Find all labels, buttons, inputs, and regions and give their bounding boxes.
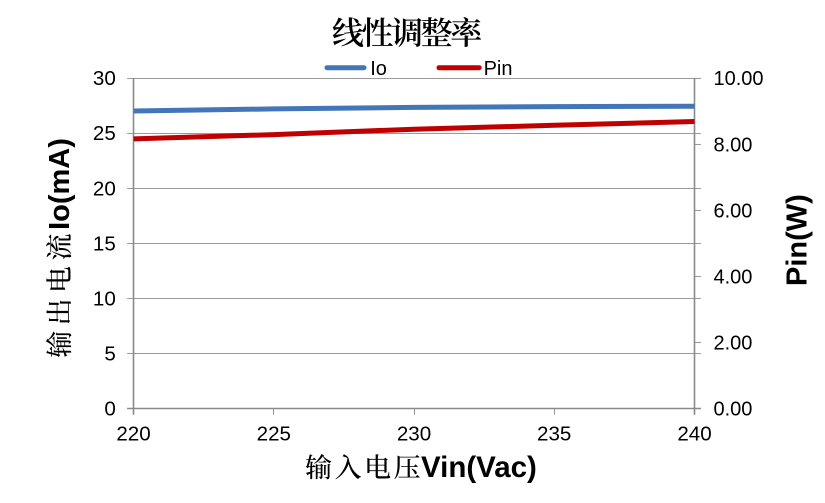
svg-text:Pin(W): Pin(W) <box>782 194 814 286</box>
svg-text:0.00: 0.00 <box>714 399 753 421</box>
svg-text:Vin(Vac): Vin(Vac) <box>421 451 537 484</box>
svg-text:30: 30 <box>93 67 116 90</box>
svg-text:220: 220 <box>116 422 150 445</box>
svg-text:2.00: 2.00 <box>714 332 753 354</box>
svg-text:230: 230 <box>397 422 431 445</box>
svg-text:235: 235 <box>537 422 571 445</box>
svg-text:Io(mA): Io(mA) <box>44 138 76 230</box>
svg-text:8.00: 8.00 <box>714 134 753 156</box>
svg-text:0: 0 <box>104 398 115 421</box>
svg-text:Io: Io <box>370 58 387 80</box>
svg-text:20: 20 <box>93 177 116 200</box>
svg-text:6.00: 6.00 <box>714 200 753 222</box>
svg-text:10: 10 <box>93 287 116 310</box>
svg-text:5: 5 <box>104 342 115 365</box>
svg-text:225: 225 <box>257 422 291 445</box>
svg-text:25: 25 <box>93 122 116 145</box>
svg-text:15: 15 <box>93 232 116 255</box>
svg-text:Pin: Pin <box>484 58 513 80</box>
svg-text:240: 240 <box>677 422 711 445</box>
svg-text:10.00: 10.00 <box>714 68 764 90</box>
svg-text:4.00: 4.00 <box>714 266 753 288</box>
